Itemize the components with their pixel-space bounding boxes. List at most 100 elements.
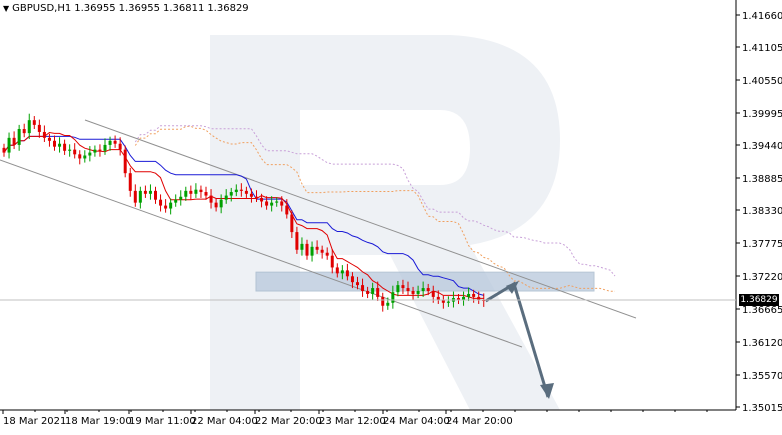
candle-body xyxy=(47,137,51,141)
candle-body xyxy=(255,196,258,198)
candle-body xyxy=(159,199,163,206)
candle-body xyxy=(199,189,203,193)
triangle-down-icon[interactable]: ▼ xyxy=(3,4,10,13)
candle-body xyxy=(113,140,117,144)
candle-body xyxy=(2,147,6,153)
candle-body xyxy=(366,291,370,294)
candle-body xyxy=(83,155,87,159)
candle-body xyxy=(103,144,107,151)
forecast-arrow xyxy=(484,280,554,400)
candle-body xyxy=(7,137,11,153)
candle-body xyxy=(416,291,420,294)
candle-body xyxy=(391,292,395,303)
candle-body xyxy=(128,173,132,191)
candle-body xyxy=(169,202,173,209)
forecast-down-arrowhead xyxy=(540,383,554,400)
candle-body xyxy=(88,152,92,156)
candle-body xyxy=(12,137,16,145)
candle-body xyxy=(133,190,137,203)
ichimoku-lines xyxy=(3,131,484,299)
watermark-logo xyxy=(210,35,560,410)
low-value: 1.36811 xyxy=(162,3,205,14)
price-tick-label: 1.35570 xyxy=(742,371,782,382)
candle-body xyxy=(32,120,36,125)
candle-body xyxy=(446,301,450,303)
candle-body xyxy=(93,149,97,153)
candle-body xyxy=(396,285,400,293)
candle-body xyxy=(280,201,284,206)
candle-body xyxy=(260,197,264,202)
candle-body xyxy=(184,190,188,197)
time-tick-label: 18 Mar 2021 xyxy=(3,416,66,427)
price-tick-label: 1.38330 xyxy=(742,206,782,217)
time-tick-label: 19 Mar 11:00 xyxy=(129,416,196,427)
candle-body xyxy=(305,243,309,256)
candle-body xyxy=(98,149,102,151)
candle-body xyxy=(37,124,41,132)
candle-body xyxy=(239,189,243,191)
candle-body xyxy=(270,202,274,206)
candle-body xyxy=(320,249,324,253)
candle-body xyxy=(330,255,334,268)
candle-body xyxy=(477,296,481,300)
candle-body xyxy=(58,143,62,147)
close-value: 1.36829 xyxy=(207,3,249,14)
chart-header: ▼ GBPUSD,H1 1.36955 1.36955 1.36811 1.36… xyxy=(3,3,249,14)
forecast-up-arrowhead xyxy=(506,280,519,294)
candle-body xyxy=(209,195,213,203)
price-tick-label: 1.35015 xyxy=(742,403,782,414)
price-tick-label: 1.39440 xyxy=(742,141,782,152)
watermark-logo-shape xyxy=(210,35,560,410)
time-tick-label: 22 Mar 20:00 xyxy=(255,416,322,427)
open-value: 1.36955 xyxy=(74,3,116,14)
candle-body xyxy=(345,270,349,277)
candle-body xyxy=(381,296,385,306)
candle-body xyxy=(310,246,314,256)
kijun-line xyxy=(3,135,484,296)
price-tick-label: 1.38885 xyxy=(742,174,782,185)
channel-lower-line xyxy=(0,159,523,348)
candle-body xyxy=(123,149,127,174)
trend-channel xyxy=(0,119,637,348)
candle-body xyxy=(265,201,269,206)
candle-body xyxy=(78,154,82,159)
candle-body xyxy=(164,205,168,209)
candle-body xyxy=(68,149,72,151)
price-tick-label: 1.40550 xyxy=(742,76,782,87)
candle-body xyxy=(22,129,26,134)
current-price-tag: 1.36829 xyxy=(739,294,779,306)
candle-body xyxy=(179,196,183,200)
candle-body xyxy=(386,302,390,306)
candle-body xyxy=(340,270,344,274)
candle-body xyxy=(17,129,21,145)
price-tick-label: 1.37775 xyxy=(742,239,782,250)
candle-body xyxy=(300,243,304,250)
time-tick-label: 24 Mar 04:00 xyxy=(383,416,450,427)
candle-body xyxy=(42,131,46,138)
time-tick-label: 22 Mar 04:00 xyxy=(191,416,258,427)
candle-body xyxy=(27,120,31,134)
candle-body xyxy=(229,192,233,196)
candle-body xyxy=(73,149,77,155)
candle-body xyxy=(53,140,56,147)
candle-body xyxy=(472,293,476,297)
candle-body xyxy=(148,190,152,194)
candle-body xyxy=(143,190,147,194)
candle-body xyxy=(467,293,471,297)
candle-body xyxy=(431,291,435,297)
candle-body xyxy=(249,193,253,197)
candle-body xyxy=(234,189,238,193)
candle-body xyxy=(421,288,425,292)
candle-body xyxy=(457,298,460,300)
candle-body xyxy=(441,299,445,303)
candle-body xyxy=(371,288,375,294)
price-tick-label: 1.41105 xyxy=(742,43,782,54)
candle-body xyxy=(356,282,359,286)
candle-body xyxy=(244,190,248,194)
candle-body xyxy=(219,199,223,208)
candle-body xyxy=(108,140,112,145)
candle-body xyxy=(118,143,122,150)
